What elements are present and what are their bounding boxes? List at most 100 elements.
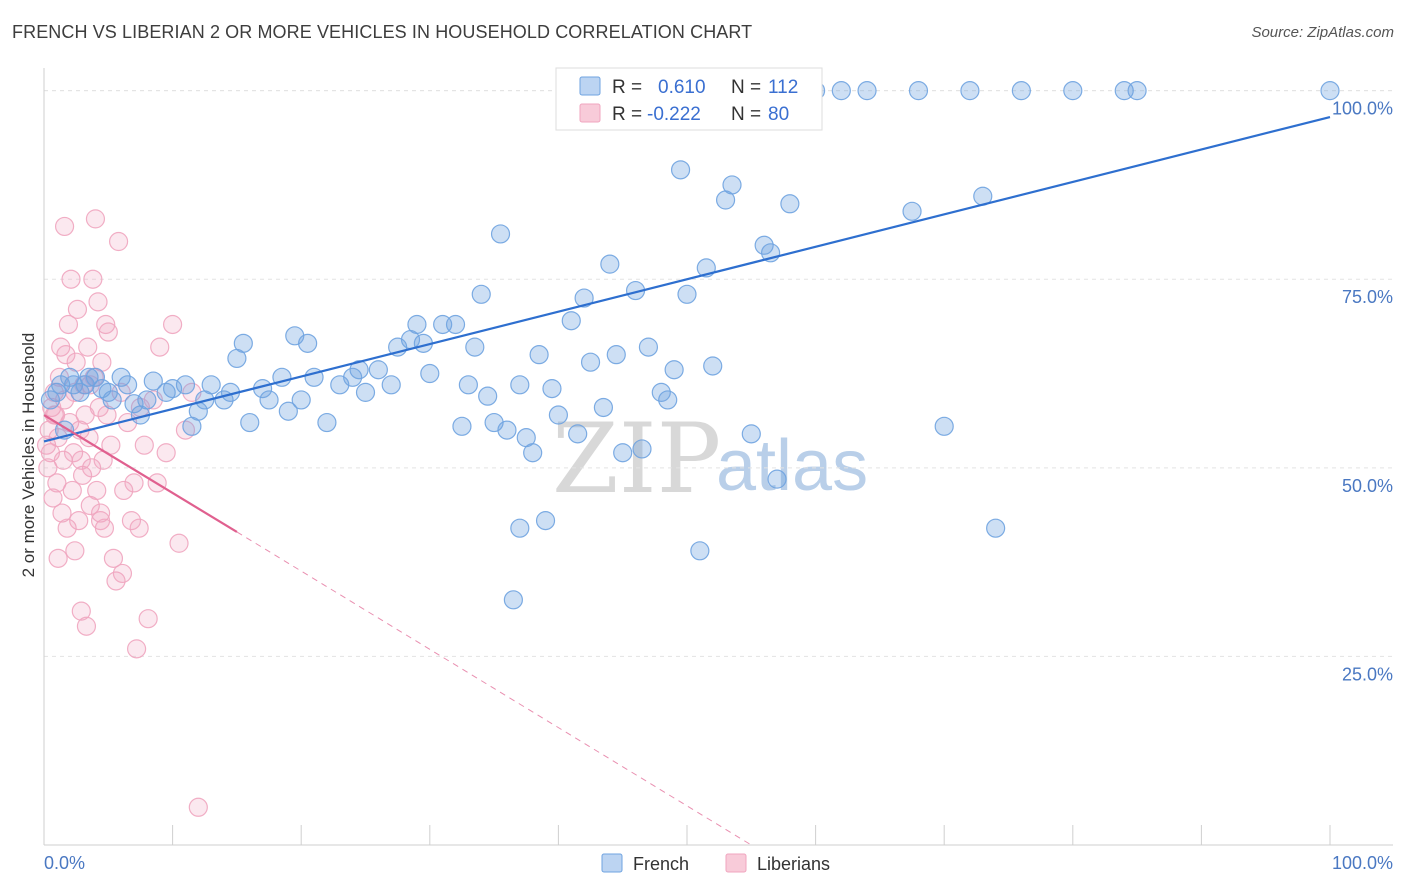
french-point [1011,81,1031,101]
liberians-point [38,458,58,478]
french-point [40,390,61,410]
y-tick-label: 25.0% [1342,664,1393,684]
french-point [613,443,633,463]
french-point [137,390,157,410]
y-axis-label: 2 or more Vehicles in Household [19,333,38,578]
legend-liberians-r-label: R = [612,104,642,125]
french-point [722,175,742,195]
french-point [510,375,530,395]
legend-french-swatch [579,76,601,96]
french-point [986,518,1006,538]
liberians-point [85,209,106,229]
french-point [703,356,723,376]
legend-french-n-value: 112 [768,77,798,98]
trend-lines [43,115,1331,846]
liberians-point [58,314,79,335]
french-point [548,405,569,425]
french-point [124,394,144,414]
liberians-point [67,299,88,319]
french-point [568,424,588,444]
french-point [102,390,122,410]
watermark: ZIP atlas [552,403,868,515]
liberians-point [57,518,77,538]
source-label: Source: ZipAtlas.com [1251,24,1394,41]
french-point [664,360,684,380]
liberians-point [76,616,97,636]
liberians-point [103,548,124,568]
liberians-point [54,216,75,237]
french-point [580,352,601,372]
french-point [143,371,163,391]
french-point [111,367,131,387]
liberians-point [90,503,111,523]
liberians-points [36,209,208,817]
liberians-point [156,443,176,463]
french-point [632,439,652,459]
liberians-point [71,601,91,621]
liberians-point [138,609,158,629]
french-point [452,416,472,436]
french-point [606,345,626,365]
french-point [934,416,954,436]
french-point [233,333,253,353]
french-point [535,511,556,531]
french-point [201,375,221,395]
french-point [651,382,671,402]
french-point [574,288,594,308]
french-point [542,379,562,399]
liberians-point [56,345,76,365]
french-point [420,363,440,384]
liberians-point [108,231,129,252]
liberians-point [96,314,116,335]
french-point [600,254,620,274]
x-tick-label-min: 0.0% [44,853,85,873]
french-point [677,284,697,304]
french-point [478,386,498,406]
french-point [960,81,980,101]
chart-title: FRENCH VS LIBERIAN 2 OR MORE VEHICLES IN… [12,22,753,42]
liberians-point [98,322,118,342]
french-point [1320,81,1340,101]
legend-liberians-n-label: N = [731,104,761,125]
french-point [857,81,877,101]
liberians-point [126,639,147,659]
french-point [1063,81,1083,101]
french-point [381,375,401,395]
axes: 25.0% 50.0% 75.0% 100.0% [43,68,1393,846]
french-point [1127,81,1147,101]
legend-bottom-liberians-swatch [725,853,747,873]
liberians-point [63,443,84,463]
liberians-point [43,488,63,508]
liberians-point [169,533,189,553]
french-point [117,375,138,395]
french-point [497,420,517,440]
x-tick-label-max: 100.0% [1332,853,1393,873]
legend-liberians-r-value: -0.222 [647,104,701,125]
french-point [407,314,427,335]
french-point [458,375,478,395]
liberians-point [163,314,183,335]
french-point [349,360,369,380]
french-point [79,367,99,387]
liberians-point [69,511,89,531]
french-point [278,401,298,421]
legend-bottom-liberians-label: Liberians [757,854,830,874]
french-point [741,424,761,444]
french-point [529,345,549,365]
legend-liberians-n-value: 80 [768,104,789,125]
liberians-point [78,337,98,357]
french-point [754,235,774,255]
french-point [471,284,491,304]
french-point [63,375,84,395]
french-point [465,337,485,357]
french-point [240,412,260,433]
french-point [445,314,466,335]
french-point [510,518,530,538]
french-point [690,541,710,561]
liberians-point [88,292,108,312]
liberians-point [114,480,134,501]
french-point [175,375,196,395]
liberians-point [121,511,142,531]
french-point [368,360,388,380]
